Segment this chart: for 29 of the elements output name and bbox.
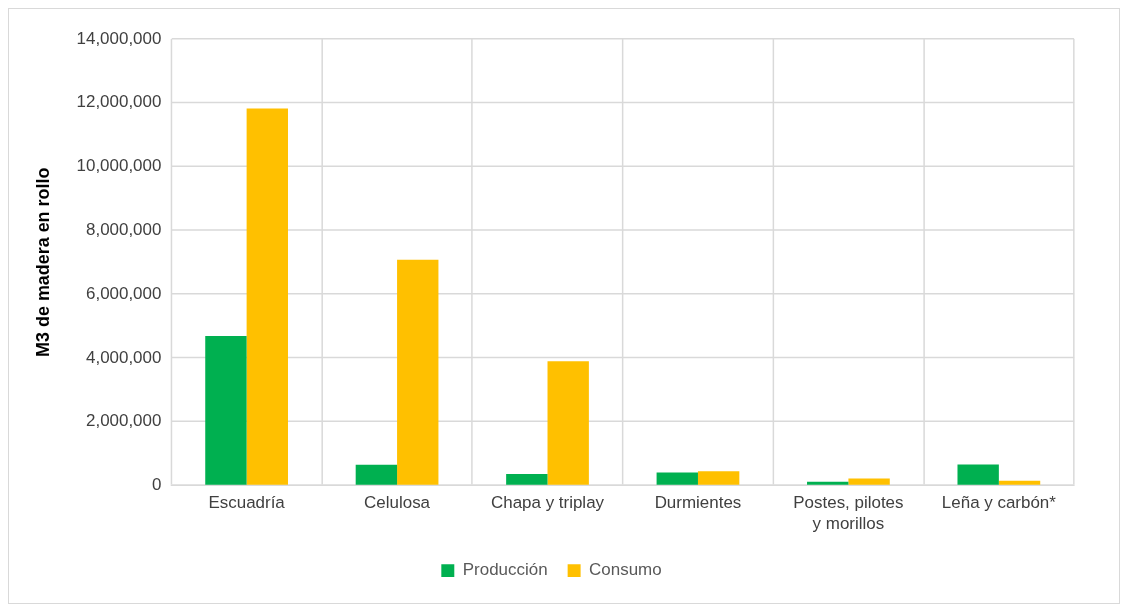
legend-label: Consumo [589,560,662,580]
bar [957,464,999,485]
bar [848,478,890,485]
y-tick-label: 8,000,000 [85,220,162,240]
x-tick-label: Leña y carbón* [941,493,1057,513]
y-tick-label: 6,000,000 [85,283,162,303]
bar [246,108,288,485]
bar [547,361,589,485]
y-tick-label: 12,000,000 [76,92,162,112]
bar [656,472,698,485]
bar [506,474,548,485]
bar [355,464,398,485]
legend-label: Producción [462,560,548,580]
bar [697,471,740,485]
bar [807,481,849,485]
y-axis-title: M3 de madera en rollo [32,167,53,357]
bar [998,480,1041,485]
x-tick-label: Escuadría [208,493,286,513]
bar [205,335,247,485]
y-tick-label: 2,000,000 [85,411,162,431]
y-tick-label: 0 [151,475,162,495]
x-tick-label: Celulosa [364,493,431,513]
x-tick-label: Postes, pilotes y morillos [793,493,904,533]
y-tick-label: 14,000,000 [76,28,162,48]
y-tick-label: 4,000,000 [85,347,162,367]
x-tick-label: Chapa y triplay [490,493,605,513]
bar [397,259,439,485]
x-tick-label: Durmientes [654,493,742,513]
y-tick-label: 10,000,000 [76,156,162,176]
